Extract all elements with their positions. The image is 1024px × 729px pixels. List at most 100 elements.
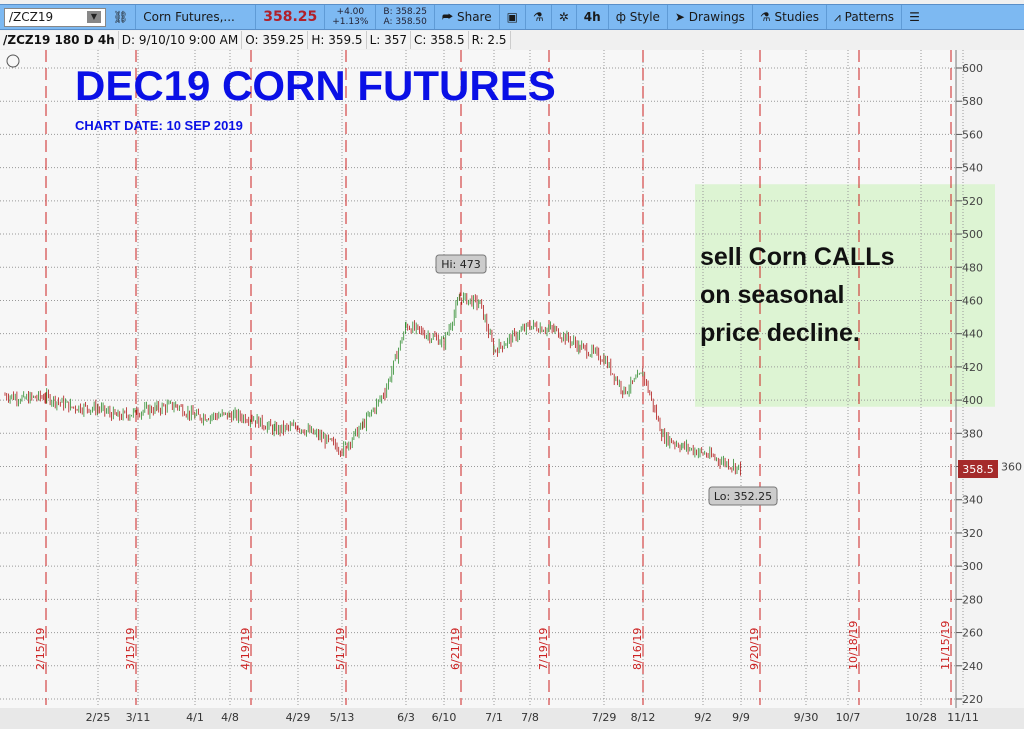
description: Corn Futures,... (136, 5, 257, 29)
info-icon (6, 54, 20, 68)
x-tick-label: 4/29 (286, 711, 311, 724)
x-tick-label: 6/3 (397, 711, 415, 724)
studies-label: Studies (774, 10, 820, 24)
bar-high: H: 359.5 (308, 31, 367, 49)
last-price-tag (958, 460, 998, 479)
marker-label: 9/20/19 (748, 628, 761, 670)
hi-label: Hi: 473 (441, 258, 481, 271)
x-tick-label: 7/1 (485, 711, 503, 724)
gear-icon[interactable]: ✲ (552, 5, 577, 29)
y-tick-label: 220 (962, 693, 983, 706)
bar-low: L: 357 (366, 31, 412, 49)
annotation-note: price decline. (700, 319, 860, 347)
patterns-button[interactable]: ⩘ Patterns (827, 5, 903, 29)
change: +4.00 (336, 7, 365, 17)
y-tick-label: 480 (962, 261, 983, 274)
y-tick-label: 420 (962, 361, 983, 374)
y-tick-label: 340 (962, 494, 983, 507)
x-tick-label: 7/8 (521, 711, 539, 724)
y-tick-label: 580 (962, 95, 983, 108)
bid: B: 358.25 (383, 7, 427, 17)
x-tick-label: 7/29 (592, 711, 617, 724)
last-price: 358.25 (256, 5, 326, 29)
patterns-icon: ⩘ (834, 9, 845, 24)
x-tick-label: 4/1 (186, 711, 204, 724)
symbol-text: /ZCZ19 (9, 10, 54, 24)
lo-label: Lo: 352.25 (714, 490, 772, 503)
y-tick-label: 500 (962, 228, 983, 241)
marker-label: 5/17/19 (334, 628, 347, 670)
plot-area (0, 50, 956, 708)
x-tick-label: 4/8 (221, 711, 239, 724)
x-tick-label: 10/7 (836, 711, 861, 724)
symbol-selector[interactable]: /ZCZ19 ▼ (4, 7, 106, 27)
y-tick-label: 320 (962, 527, 983, 540)
x-tick-label: 3/11 (126, 711, 151, 724)
marker-label: 11/15/19 (939, 621, 952, 670)
y-tick-label: 540 (962, 162, 983, 175)
drawings-label: Drawings (688, 10, 745, 24)
y-tick-label: 380 (962, 427, 983, 440)
hi-bubble (435, 254, 487, 274)
y-tick-label: 520 (962, 195, 983, 208)
alert-icon[interactable]: ▣ (500, 5, 526, 29)
flask-icon[interactable]: ⚗ (526, 5, 552, 29)
x-tick-label: 2/25 (86, 711, 111, 724)
x-tick-label: 5/13 (330, 711, 355, 724)
bar-range: R: 2.5 (468, 31, 511, 49)
y-tick-label: 240 (962, 660, 983, 673)
marker-label: 3/15/19 (124, 628, 137, 670)
share-label: Share (456, 10, 492, 24)
y-tick-label: 280 (962, 593, 983, 606)
y-tick-label: 440 (962, 328, 983, 341)
style-label: Style (629, 10, 660, 24)
interval-button[interactable]: 4h (577, 5, 609, 29)
toolbar: /ZCZ19 ▼ ⛓ Corn Futures,... 358.25 +4.00 +… (0, 4, 1024, 30)
y-tick-label: 360 (1001, 461, 1022, 474)
price-axis (956, 50, 1024, 708)
flask-icon: ⚗ (759, 10, 775, 24)
bar-date: D: 9/10/10 9:00 AM (118, 31, 243, 49)
x-tick-label: 8/12 (631, 711, 656, 724)
marker-label: 6/21/19 (449, 628, 462, 670)
marker-label: 10/18/19 (847, 621, 860, 670)
link-icon[interactable]: ⛓ (106, 5, 137, 29)
studies-button[interactable]: ⚗ Studies (753, 5, 828, 29)
y-tick-label: 460 (962, 294, 983, 307)
drawings-button[interactable]: ➤ Drawings (668, 5, 753, 29)
x-tick-label: 10/28 (905, 711, 937, 724)
patterns-label: Patterns (844, 10, 895, 24)
annotation-subtitle: CHART DATE: 10 SEP 2019 (75, 118, 243, 133)
chevron-down-icon[interactable]: ▼ (87, 11, 101, 23)
annotation-note: sell Corn CALLs (700, 243, 894, 271)
marker-label: 4/19/19 (239, 628, 252, 670)
candle-icon: ф (615, 10, 630, 24)
share-icon: ⮫ (441, 9, 457, 24)
y-tick-label: 560 (962, 128, 983, 141)
y-tick-label: 400 (962, 394, 983, 407)
cursor-icon: ➤ (674, 10, 689, 24)
bar-open: O: 359.25 (242, 31, 309, 49)
bar-close: C: 358.5 (411, 31, 469, 49)
change-pct: +1.13% (332, 17, 369, 27)
marker-label: 7/19/19 (537, 628, 550, 670)
annotation-title: DEC19 CORN FUTURES (75, 62, 556, 109)
last-price-label: 358.5 (962, 463, 994, 476)
x-tick-label: 9/30 (794, 711, 819, 724)
info-bar: /ZCZ19 180 D 4h D: 9/10/10 9:00 AM O: 35… (0, 31, 511, 49)
ask: A: 358.50 (383, 17, 427, 27)
style-button[interactable]: ф Style (609, 5, 668, 29)
marker-label: 2/15/19 (34, 628, 47, 670)
y-tick-label: 600 (962, 62, 983, 75)
time-axis (0, 708, 1024, 729)
marker-label: 8/16/19 (631, 628, 644, 670)
share-button[interactable]: ⮫ Share (435, 5, 500, 29)
menu-icon[interactable]: ☰ (909, 10, 920, 24)
x-tick-label: 9/9 (732, 711, 750, 724)
x-tick-label: 11/11 (947, 711, 979, 724)
lo-bubble (708, 486, 778, 506)
note-zone (695, 184, 995, 407)
annotation-note: on seasonal (700, 281, 845, 309)
x-tick-label: 6/10 (432, 711, 457, 724)
